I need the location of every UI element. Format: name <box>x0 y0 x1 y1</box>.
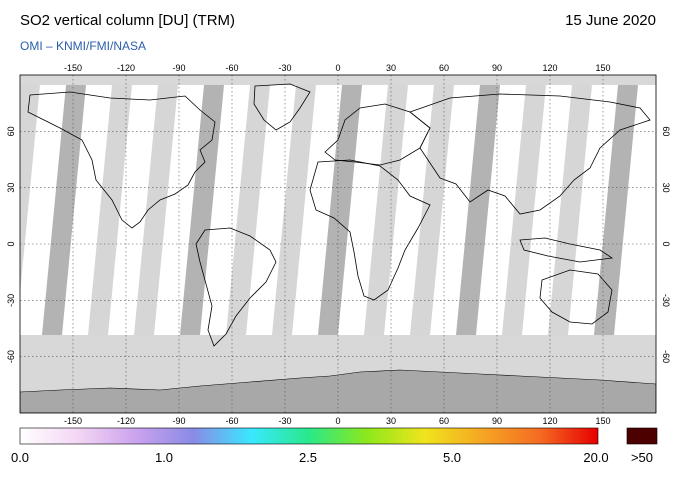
orbit-swath <box>364 85 408 335</box>
orbit-swath <box>456 85 500 335</box>
lon-tick-top: 120 <box>542 63 557 73</box>
axis-ticks: -150 -150 -120 -120 -90 -90 -60 -60 -30 -30 0 0 30 30… <box>6 63 671 426</box>
orbit-swath <box>548 85 592 335</box>
lon-tick-bottom: -150 <box>64 416 82 426</box>
lon-tick-bottom: 30 <box>386 416 396 426</box>
data-credit: OMI – KNMI/FMI/NASA <box>20 39 147 53</box>
lon-tick-top: 0 <box>335 63 340 73</box>
lon-tick-top: 150 <box>595 63 610 73</box>
orbit-swath <box>20 85 40 294</box>
colorbar-label-1: 1.0 <box>154 450 174 465</box>
colorbar-overflow-swatch <box>626 427 658 445</box>
map-area <box>20 75 656 413</box>
asia-outline <box>409 93 651 215</box>
orbit-swath <box>502 85 546 335</box>
lon-tick-top: 90 <box>492 63 502 73</box>
orbit-swaths <box>20 85 638 335</box>
orbit-swath <box>318 85 362 335</box>
lon-tick-bottom: -30 <box>278 416 291 426</box>
lon-tick-top: 60 <box>439 63 449 73</box>
orbit-swath <box>42 85 86 335</box>
lon-tick-bottom: -90 <box>172 416 185 426</box>
orbit-swath <box>226 85 270 335</box>
orbit-swath <box>134 85 178 335</box>
greenland-outline <box>253 83 311 131</box>
lat-tick-left: -30 <box>6 294 16 307</box>
orbit-swath <box>594 85 638 335</box>
lon-tick-bottom: -120 <box>117 416 135 426</box>
lat-tick-left: 60 <box>6 126 16 136</box>
orbit-swath <box>272 85 316 335</box>
lon-tick-top: -90 <box>172 63 185 73</box>
lon-tick-bottom: 150 <box>595 416 610 426</box>
lon-tick-bottom: 0 <box>335 416 340 426</box>
colorbar-label-0: 0.0 <box>10 450 30 465</box>
lon-tick-bottom: -60 <box>225 416 238 426</box>
lat-tick-left: 0 <box>6 241 16 246</box>
australia-outline <box>539 269 613 325</box>
africa-outline <box>309 159 431 301</box>
lat-tick-left: 30 <box>6 183 16 193</box>
lat-tick-right: -60 <box>661 350 671 363</box>
lat-tick-right: 30 <box>661 183 671 193</box>
colorbar-label-4: 20.0 <box>583 450 609 465</box>
lon-tick-bottom: 120 <box>542 416 557 426</box>
lon-tick-top: -120 <box>117 63 135 73</box>
graticule <box>20 75 656 413</box>
continent-outlines <box>27 83 651 347</box>
colorbar-label-3: 5.0 <box>442 450 462 465</box>
lon-tick-top: -150 <box>64 63 82 73</box>
lon-tick-top: 30 <box>386 63 396 73</box>
lon-tick-top: -60 <box>225 63 238 73</box>
lat-tick-left: -60 <box>6 350 16 363</box>
lat-tick-right: -30 <box>661 294 671 307</box>
map-frame <box>19 74 657 414</box>
lon-tick-bottom: 90 <box>492 416 502 426</box>
colorbar <box>19 427 599 445</box>
map-date: 15 June 2020 <box>565 12 656 29</box>
orbit-swath <box>180 85 224 335</box>
orbit-swath <box>410 85 454 335</box>
colorbar-label-2: 2.5 <box>298 450 318 465</box>
orbit-swath <box>88 85 132 335</box>
lon-tick-bottom: 60 <box>439 416 449 426</box>
north-america-outline <box>27 91 216 229</box>
south-america-outline <box>195 227 277 347</box>
lon-tick-top: -30 <box>278 63 291 73</box>
colorbar-overflow-label: >50 <box>630 450 654 465</box>
map-title: SO2 vertical column [DU] (TRM) <box>20 12 236 29</box>
lat-tick-right: 60 <box>661 126 671 136</box>
indonesia-outline <box>519 237 614 263</box>
lat-tick-right: 0 <box>661 241 671 246</box>
